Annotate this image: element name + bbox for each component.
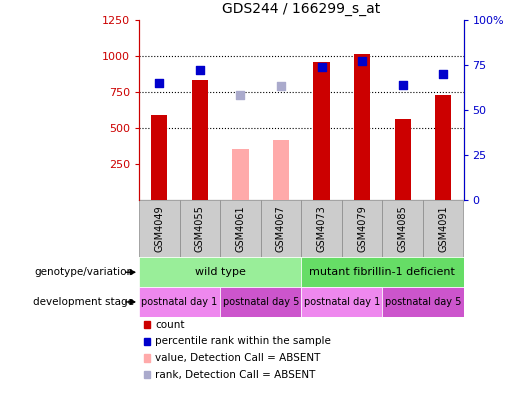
Bar bbox=[261, 200, 301, 257]
Bar bbox=[180, 200, 220, 257]
Text: postnatal day 1: postnatal day 1 bbox=[304, 297, 380, 307]
Text: genotype/variation: genotype/variation bbox=[35, 267, 134, 277]
Bar bbox=[139, 200, 180, 257]
Bar bbox=[382, 200, 423, 257]
Text: GSM4085: GSM4085 bbox=[398, 205, 408, 252]
Text: value, Detection Call = ABSENT: value, Detection Call = ABSENT bbox=[155, 353, 320, 363]
Text: development stage: development stage bbox=[33, 297, 134, 307]
Point bbox=[317, 63, 325, 70]
Bar bbox=[382, 287, 464, 317]
Text: wild type: wild type bbox=[195, 267, 246, 277]
Text: rank, Detection Call = ABSENT: rank, Detection Call = ABSENT bbox=[155, 369, 315, 380]
Text: GSM4055: GSM4055 bbox=[195, 205, 205, 252]
Bar bbox=[273, 140, 289, 200]
Bar bbox=[301, 257, 464, 287]
Point bbox=[439, 70, 448, 77]
Text: GSM4049: GSM4049 bbox=[154, 206, 164, 252]
Text: mutant fibrillin-1 deficient: mutant fibrillin-1 deficient bbox=[310, 267, 455, 277]
Point bbox=[236, 92, 245, 99]
Bar bbox=[394, 118, 411, 200]
Bar bbox=[192, 80, 208, 200]
Bar bbox=[342, 200, 382, 257]
Bar bbox=[139, 257, 301, 287]
Point bbox=[399, 82, 407, 88]
Bar bbox=[139, 287, 220, 317]
Bar bbox=[354, 54, 370, 200]
Text: percentile rank within the sample: percentile rank within the sample bbox=[155, 336, 331, 346]
Bar bbox=[220, 287, 301, 317]
Bar bbox=[435, 95, 451, 200]
Text: GSM4061: GSM4061 bbox=[235, 206, 246, 252]
Bar bbox=[423, 200, 464, 257]
Text: postnatal day 5: postnatal day 5 bbox=[222, 297, 299, 307]
Text: postnatal day 5: postnatal day 5 bbox=[385, 297, 461, 307]
Text: GSM4079: GSM4079 bbox=[357, 205, 367, 252]
Bar bbox=[301, 200, 342, 257]
Text: GSM4073: GSM4073 bbox=[317, 205, 327, 252]
Bar bbox=[314, 62, 330, 200]
Bar bbox=[151, 115, 167, 200]
Text: count: count bbox=[155, 320, 184, 330]
Point bbox=[277, 83, 285, 89]
Point bbox=[358, 58, 366, 65]
Bar bbox=[301, 287, 382, 317]
Bar bbox=[232, 149, 249, 200]
Bar bbox=[220, 200, 261, 257]
Title: GDS244 / 166299_s_at: GDS244 / 166299_s_at bbox=[222, 2, 381, 16]
Point bbox=[196, 67, 204, 73]
Text: postnatal day 1: postnatal day 1 bbox=[142, 297, 218, 307]
Point bbox=[155, 80, 163, 86]
Text: GSM4091: GSM4091 bbox=[438, 206, 448, 252]
Text: GSM4067: GSM4067 bbox=[276, 205, 286, 252]
